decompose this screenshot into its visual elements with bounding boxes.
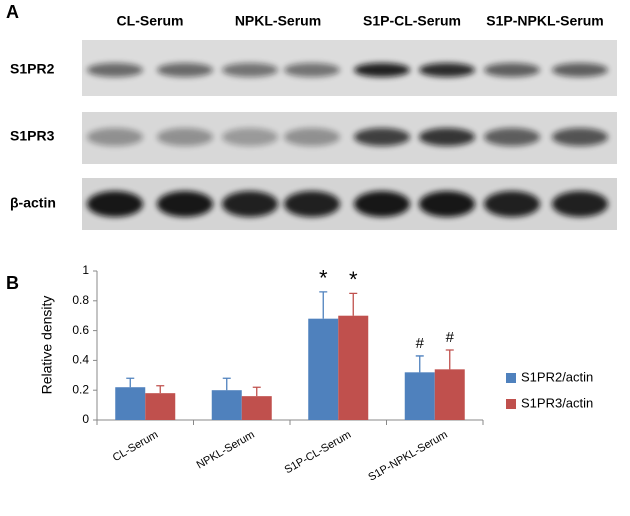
y-tick-label: 0.6 [72,323,89,337]
y-tick-label: 0.4 [72,353,89,367]
bar [145,393,176,420]
bar [241,396,272,420]
bar [308,318,339,420]
error-bar [252,386,261,397]
blot-band [419,63,475,77]
x-tick-label: S1P-CL-Serum [283,429,354,477]
legend-swatch [506,373,516,383]
blot-band [354,191,410,217]
blot-band [222,191,278,217]
x-tick-label: CL-Serum [111,429,160,464]
blot-band [284,63,340,77]
y-tick-label: 0.2 [72,382,89,396]
y-tick-label: 0 [82,412,89,426]
blot-band [284,128,340,146]
significance-mark: # [446,329,455,346]
blot-band [484,191,540,217]
row-label: S1PR2 [10,61,55,77]
blot-band [354,128,410,146]
row-label: S1PR3 [10,128,55,144]
blot-band [284,191,340,217]
blot-band [552,63,608,77]
y-tick-label: 0.8 [72,293,89,307]
blot-band [419,191,475,217]
bar [404,372,435,420]
error-bar [319,291,328,319]
blot-band [157,128,213,146]
bar [211,390,242,420]
blot-band [87,63,143,77]
panel-label: B [6,273,19,293]
significance-mark: * [319,266,328,291]
x-tick-label: NPKL-Serum [195,429,257,472]
error-bar [415,355,424,373]
blot-band [419,128,475,146]
y-axis-label: Relative density [39,296,55,395]
y-tick-label: 1 [82,263,89,277]
error-bar [156,385,165,394]
lane-label: NPKL-Serum [235,13,321,29]
blot-band [222,63,278,77]
error-bar [126,377,135,388]
blot-band [87,191,143,217]
legend-swatch [506,399,516,409]
blot-band [552,128,608,146]
row-label: β-actin [10,195,56,211]
lane-label: S1P-NPKL-Serum [486,13,603,29]
bar [338,315,369,420]
significance-mark: # [416,335,425,352]
blot-band [484,128,540,146]
blot-band [484,63,540,77]
error-bar [349,292,358,316]
lane-label: S1P-CL-Serum [363,13,461,29]
error-bar [222,377,231,391]
error-bar [445,349,454,370]
blot-band [222,128,278,146]
blot-band [87,128,143,146]
legend-label: S1PR2/actin [521,369,593,384]
blot-band [552,191,608,217]
panel-label: A [6,2,19,22]
blot-band [157,191,213,217]
blot-band [157,63,213,77]
significance-mark: * [349,267,358,292]
bar [115,387,146,420]
blot-band [354,63,410,77]
lane-label: CL-Serum [117,13,184,29]
x-tick-label: S1P-NPKL-Serum [366,429,449,484]
legend-label: S1PR3/actin [521,395,593,410]
bar [434,369,465,420]
